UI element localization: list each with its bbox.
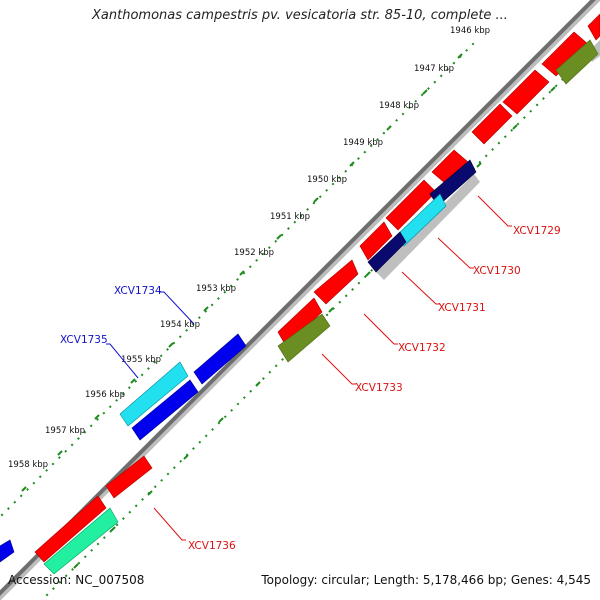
tick-label: 1951 kbp [270, 212, 310, 222]
gene-xcv1735-cyan-feature[interactable] [119, 361, 189, 427]
gene-label-xcv1735[interactable]: XCV1735 [60, 334, 108, 346]
feature-blue-edge[interactable] [0, 539, 15, 563]
feature-aqua-green[interactable] [43, 507, 119, 575]
leader-xcv1731 [401, 271, 440, 305]
gene-label-xcv1733[interactable]: XCV1733 [355, 382, 403, 394]
gene-xcv1731-navy-feature[interactable] [367, 231, 407, 273]
tick-label: 1957 kbp [45, 426, 85, 436]
map-title: Xanthomonas campestris pv. vesicatoria s… [92, 8, 508, 23]
feature-grey-mid [376, 174, 480, 280]
gene-label-xcv1729[interactable]: XCV1729 [513, 225, 561, 237]
gene-leader-lines [106, 195, 512, 541]
tick-label: 1949 kbp [343, 138, 383, 148]
feature-red-d[interactable] [313, 259, 359, 305]
tick-label: 1956 kbp [85, 390, 125, 400]
gene-labels: XCV1729 XCV1730 XCV1731 XCV1732 XCV1733 … [60, 225, 561, 552]
gene-label-xcv1731[interactable]: XCV1731 [438, 302, 486, 314]
tick-label: 1948 kbp [379, 101, 419, 111]
gene-xcv1733-feature[interactable] [277, 297, 323, 347]
tick-label: 1958 kbp [8, 460, 48, 470]
tick-label: 1954 kbp [160, 320, 200, 330]
feature-track [0, 13, 600, 575]
gene-label-xcv1730[interactable]: XCV1730 [473, 265, 521, 277]
tick-label: 1953 kbp [196, 284, 236, 294]
leader-xcv1732 [363, 313, 398, 345]
feature-red-e[interactable] [34, 495, 107, 563]
leader-xcv1734 [160, 291, 195, 325]
tick-label: 1947 kbp [414, 64, 454, 74]
gene-xcv1732-feature[interactable] [359, 221, 393, 261]
gene-xcv1733-olive-feature[interactable] [277, 313, 331, 363]
gene-xcv1736-feature[interactable] [105, 455, 153, 499]
gene-label-xcv1736[interactable]: XCV1736 [188, 540, 236, 552]
feature-olive-top[interactable] [555, 39, 599, 85]
tick-label: 1955 kbp [121, 355, 161, 365]
gene-xcv1729-feature[interactable] [587, 13, 600, 41]
feature-red-b[interactable] [502, 69, 550, 115]
tick-label: 1946 kbp [450, 26, 490, 36]
leader-xcv1735 [106, 343, 139, 379]
leader-xcv1736 [153, 507, 186, 541]
outer-tick-rail [0, 38, 479, 519]
gene-label-xcv1732[interactable]: XCV1732 [398, 342, 446, 354]
leader-xcv1729 [477, 195, 512, 227]
leader-xcv1733 [321, 353, 356, 385]
gene-label-xcv1734[interactable]: XCV1734 [114, 285, 162, 297]
tick-labels: 1946 kbp 1947 kbp 1948 kbp 1949 kbp 1950… [8, 26, 490, 470]
outer-major-ticks [21, 53, 463, 492]
feature-red-c[interactable] [471, 103, 513, 145]
genome-summary-label: Topology: circular; Length: 5,178,466 bp… [261, 573, 591, 587]
tick-label: 1950 kbp [307, 175, 347, 185]
tick-label: 1952 kbp [234, 248, 274, 258]
gene-xcv1735-feature[interactable] [131, 379, 199, 441]
gene-xcv1734-feature[interactable] [193, 333, 247, 385]
accession-label: Accession: NC_007508 [8, 573, 145, 587]
leader-xcv1730 [437, 237, 474, 269]
